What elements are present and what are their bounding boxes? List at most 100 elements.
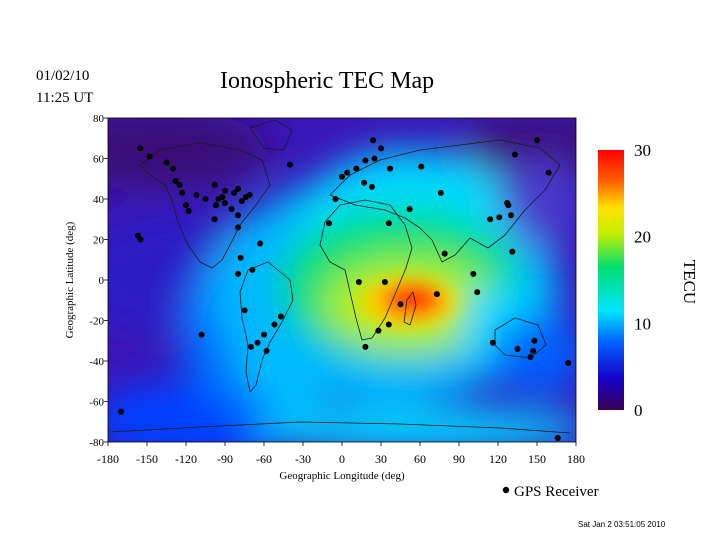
y-tick-label: -40 <box>89 356 104 368</box>
gps-receiver-dot <box>385 220 392 227</box>
y-tick-label: 20 <box>93 235 105 247</box>
gps-receiver-dot <box>261 331 267 338</box>
gps-receiver-dot <box>277 313 284 320</box>
gps-receiver-dot <box>545 169 552 176</box>
gps-receiver-dot <box>287 161 293 168</box>
legend-label: GPS Receiver <box>514 484 599 500</box>
gps-receiver-dot <box>511 151 518 158</box>
gps-receiver-dot <box>183 202 189 209</box>
x-tick-label: -180 <box>97 452 119 466</box>
gps-receiver-dot <box>470 270 477 277</box>
gps-receiver-dot <box>361 179 368 186</box>
x-tick-label: 120 <box>489 452 507 466</box>
gps-receiver-dot <box>565 360 572 367</box>
colorbar-tick-label: 0 <box>634 401 643 420</box>
gps-receiver-dot <box>326 220 332 227</box>
gps-receiver-dot <box>211 181 218 188</box>
gps-receiver-dot <box>344 169 351 176</box>
gps-receiver-dot <box>241 307 248 314</box>
gps-receiver-dot <box>509 248 516 255</box>
time-label: 11:25 UT <box>36 90 94 106</box>
gps-receiver-dot <box>339 173 345 180</box>
gps-receivers <box>118 137 572 441</box>
gps-receiver-dot <box>172 177 179 184</box>
gps-receiver-dot <box>254 339 261 346</box>
date-label: 01/02/10 <box>36 68 90 84</box>
x-tick-label: -30 <box>295 452 311 466</box>
gps-receiver-dot <box>170 165 176 172</box>
gps-receiver-dot <box>235 212 241 219</box>
gps-receiver-dot <box>118 408 124 415</box>
x-tick-label: -120 <box>175 452 197 466</box>
colorbar-ticks: 0 10 20 30 <box>634 141 651 420</box>
gps-receiver-dot <box>222 187 228 194</box>
gps-receiver-dot <box>437 189 444 196</box>
gps-receiver-dot <box>474 289 481 296</box>
colorbar-label: TECU <box>680 260 699 304</box>
gps-receiver-dot <box>534 137 540 144</box>
y-tick-label: -60 <box>89 397 104 409</box>
gps-receiver-dot <box>212 202 219 209</box>
gps-receiver-dot <box>531 337 538 344</box>
gps-receiver-dot <box>235 270 241 277</box>
x-tick-label: 180 <box>567 452 585 466</box>
gps-receiver-dot <box>406 206 413 213</box>
chart-title: Ionospheric TEC Map <box>220 68 435 94</box>
y-tick-label: -20 <box>89 316 104 328</box>
gps-receiver-dot <box>193 191 200 198</box>
gps-receiver-dot <box>362 157 369 164</box>
colorbar-tick-label: 30 <box>634 141 651 160</box>
gps-receiver-dot <box>249 266 256 273</box>
gps-receiver-dot <box>368 183 375 190</box>
gps-receiver-dot <box>146 153 153 160</box>
gps-receiver-dot <box>238 198 245 205</box>
legend-marker <box>502 486 510 494</box>
gps-receiver-dot <box>211 216 218 223</box>
gps-receiver-dot <box>514 345 521 352</box>
x-tick-label: -60 <box>256 452 272 466</box>
x-tick-label: 30 <box>375 452 387 466</box>
gps-receiver-dot <box>257 240 264 247</box>
gps-receiver-dot <box>370 137 377 144</box>
gps-receiver-dot <box>353 165 360 172</box>
gps-receiver-dot <box>137 236 144 243</box>
gps-receiver-dot <box>263 347 270 354</box>
colorbar-tick-label: 10 <box>634 314 651 333</box>
y-tick-label: 80 <box>93 113 105 125</box>
gps-receiver-dot <box>527 353 534 360</box>
gps-receiver-dot <box>176 181 183 188</box>
gps-receiver-dot <box>222 200 228 207</box>
gps-receiver-dot <box>271 321 278 328</box>
gps-receiver-dot <box>185 208 192 215</box>
gps-receiver-dot <box>397 301 404 308</box>
gps-receiver-dot <box>496 214 503 221</box>
y-tick-label: -80 <box>89 437 104 449</box>
x-tick-label: -90 <box>217 452 233 466</box>
gps-receiver-dot <box>433 291 440 298</box>
gps-receiver-dot <box>163 159 170 166</box>
gps-receiver-dot <box>246 191 253 198</box>
gps-receiver-dot <box>487 216 494 223</box>
gps-receiver-dot <box>231 189 238 196</box>
gps-receiver-dot <box>202 196 209 202</box>
gps-receiver-dot <box>418 163 425 170</box>
gps-receiver-dot <box>371 155 378 162</box>
gps-receiver-dot <box>554 434 561 441</box>
x-axis-label: Geographic Longitude (deg) <box>279 470 405 482</box>
colorbar <box>598 150 624 410</box>
gps-receiver-dot <box>441 250 448 257</box>
gps-receiver-dot <box>237 254 244 261</box>
tec-heatmap <box>108 118 576 442</box>
gps-receiver-dot <box>228 206 235 213</box>
gps-receiver-dot <box>332 196 339 202</box>
gps-receiver-dot <box>505 202 512 209</box>
y-tick-label: 0 <box>99 275 105 287</box>
gps-receiver-dot <box>385 321 392 328</box>
gps-receiver-dot <box>198 331 205 338</box>
x-axis-ticks: -180 -150 -120 -90 -60 -30 0 30 60 90 120 150 180 <box>97 442 585 466</box>
gps-receiver-dot <box>375 327 382 334</box>
gps-receiver-dot <box>219 193 226 200</box>
gps-receiver-dot <box>381 279 388 286</box>
y-tick-label: 40 <box>93 194 105 206</box>
footer-timestamp: Sat Jan 2 03:51:05 2010 <box>578 520 666 529</box>
